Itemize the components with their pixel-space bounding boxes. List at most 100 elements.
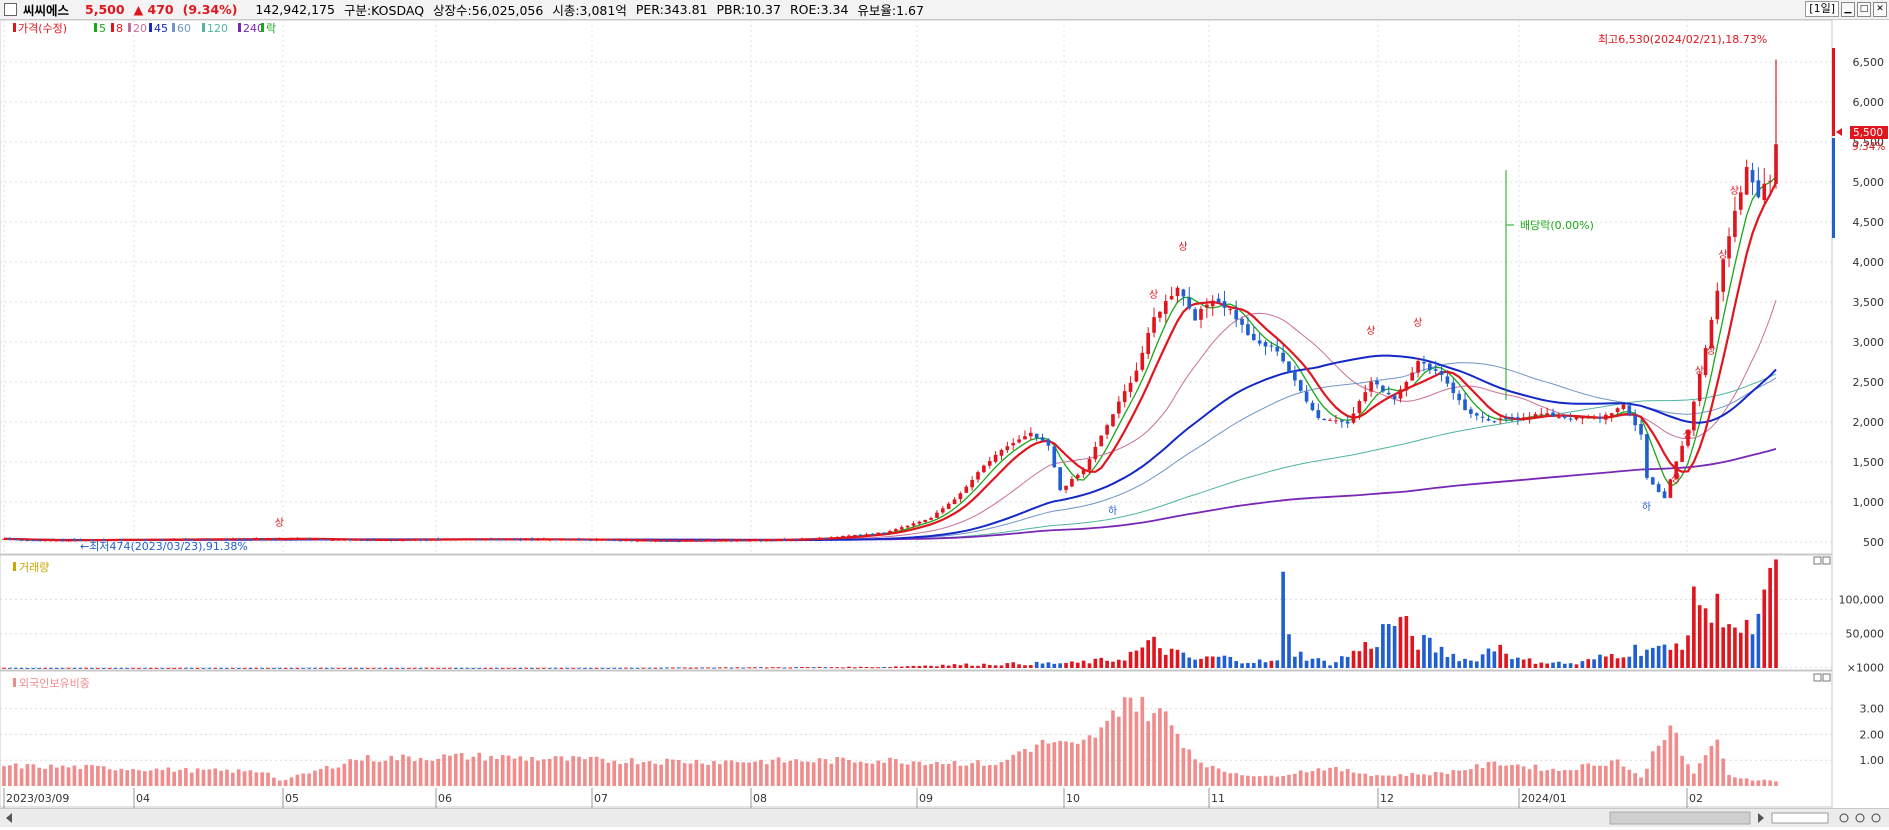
- volume-bar: [1163, 654, 1168, 668]
- foreign-bar: [923, 765, 928, 786]
- candle: [107, 539, 112, 541]
- foreign-bar: [1351, 772, 1356, 786]
- candle: [43, 540, 47, 542]
- legend-markers: [13, 23, 264, 32]
- foreign-bar: [659, 764, 663, 786]
- foreign-tick-label: 3.00: [1860, 703, 1885, 716]
- volume-bar: [342, 667, 347, 669]
- volume-bar: [671, 667, 675, 669]
- foreign-bar: [313, 770, 317, 786]
- volume-bar: [723, 667, 728, 669]
- zoom-in-icon[interactable]: [1855, 813, 1865, 823]
- volume-bar: [1175, 649, 1180, 668]
- volume-panel-buttons[interactable]: [1813, 556, 1831, 565]
- candle: [612, 539, 617, 541]
- candle: [1686, 429, 1690, 446]
- candle: [1105, 425, 1109, 435]
- candle: [917, 521, 922, 524]
- candle: [1568, 418, 1573, 420]
- candle: [583, 539, 587, 541]
- foreign-bar: [1392, 776, 1397, 786]
- stock-name[interactable]: 씨씨에스: [23, 3, 70, 18]
- volume-bar: [712, 667, 716, 669]
- volume-bar: [1334, 662, 1338, 668]
- date-tick-label: 2023/03/09: [6, 792, 69, 805]
- zoom-reset-icon[interactable]: [1871, 813, 1881, 823]
- zoom-slider[interactable]: [1771, 812, 1829, 824]
- volume-bar: [418, 667, 423, 669]
- foreign-bar: [536, 760, 540, 786]
- candle: [131, 539, 135, 541]
- foreign-bar: [1498, 765, 1503, 786]
- panel-checkbox[interactable]: [4, 3, 17, 16]
- close-icon[interactable]: ✕: [1873, 1, 1887, 17]
- volume-bar: [1240, 663, 1244, 668]
- volume-bar: [401, 667, 405, 669]
- candle: [1516, 417, 1520, 419]
- volume-bar: [1692, 586, 1696, 668]
- foreign-bar: [143, 771, 147, 786]
- foreign-bar: [301, 773, 306, 786]
- volume-bar: [770, 667, 775, 669]
- foreign-bar: [606, 762, 611, 786]
- foreign-bar: [248, 770, 253, 786]
- foreign-bar: [700, 763, 705, 786]
- volume-bar: [324, 667, 329, 669]
- foreign-bar: [1744, 778, 1749, 786]
- foreign-bar: [1768, 780, 1772, 786]
- volume-bar: [982, 663, 986, 668]
- stock-chart[interactable]: 가격(수정) 5 8 20 45 60 120 240 락 최고6,530(20…: [0, 20, 1889, 808]
- foreign-bar: [1093, 737, 1098, 786]
- minimize-icon[interactable]: ▁: [1841, 1, 1855, 17]
- zoom-out-icon[interactable]: [1839, 813, 1849, 823]
- foreign-bar: [1662, 740, 1667, 786]
- foreign-bar: [160, 770, 165, 786]
- candle: [641, 540, 646, 542]
- foreign-bar: [618, 764, 622, 786]
- volume-bar: [1527, 658, 1532, 668]
- date-tick-label: 2024/01: [1521, 792, 1567, 805]
- candle: [940, 508, 945, 513]
- foreign-bar: [729, 760, 734, 786]
- foreign-bar: [958, 765, 963, 786]
- volume-bar: [465, 667, 470, 669]
- candle: [412, 539, 417, 541]
- scroll-thumb[interactable]: [1609, 811, 1751, 825]
- candle: [1533, 414, 1538, 418]
- period-selector[interactable]: [1일]: [1805, 1, 1839, 17]
- current-price-arrow: [1836, 128, 1842, 136]
- foreign-panel-buttons[interactable]: [1813, 673, 1831, 682]
- volume-bar: [1310, 658, 1315, 668]
- foreign-bar: [1404, 775, 1409, 786]
- scroll-left-icon[interactable]: [6, 813, 12, 823]
- volume-bar: [718, 667, 722, 669]
- candle: [1128, 382, 1133, 392]
- volume-bar: [1504, 653, 1508, 668]
- foreign-bar: [424, 760, 429, 786]
- price-change: ▲ 470: [133, 2, 174, 17]
- candles-group: [2, 59, 1778, 543]
- maximize-icon[interactable]: □: [1857, 1, 1871, 17]
- candle: [1281, 352, 1285, 362]
- foreign-bar: [500, 755, 505, 786]
- candle: [929, 517, 933, 520]
- foreign-bar: [448, 755, 452, 786]
- volume-bar: [90, 667, 94, 669]
- volume-bar: [1122, 660, 1127, 668]
- candle: [471, 539, 476, 541]
- foreign-bar: [594, 756, 599, 786]
- candle: [1762, 183, 1767, 200]
- date-tick-label: 08: [753, 792, 767, 805]
- volume-bar: [1709, 622, 1714, 668]
- candle: [553, 539, 558, 541]
- horizontal-scrollbar[interactable]: [0, 808, 1889, 827]
- volume-bar: [307, 667, 311, 669]
- scroll-right-icon[interactable]: [1758, 813, 1764, 823]
- candle: [600, 539, 605, 541]
- candle: [330, 539, 335, 541]
- candle: [125, 540, 130, 542]
- candle: [500, 539, 505, 541]
- candle: [630, 540, 634, 542]
- volume-bar: [1492, 651, 1497, 668]
- candle: [1386, 392, 1391, 395]
